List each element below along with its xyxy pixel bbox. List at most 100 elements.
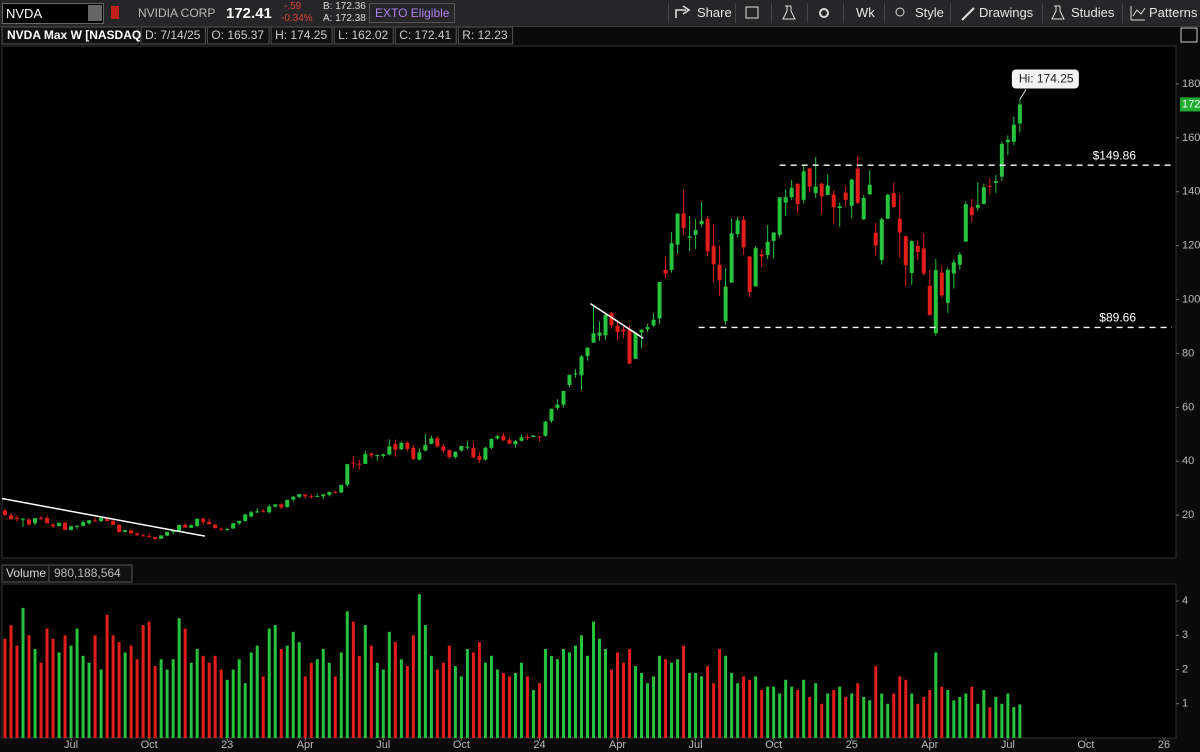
y-tick-label: 3 [1182,629,1188,641]
badge[interactable]: EXTO Eligible [369,3,456,23]
candle-body [837,206,842,208]
volume-bar [814,683,818,738]
volume-bar [285,645,289,738]
volume-bar [676,659,680,738]
volume-bar [531,690,535,738]
volume-bar [760,690,764,738]
candle-body [219,528,224,530]
candle-body [927,285,932,315]
candle-body [255,511,260,513]
icon-button[interactable] [771,3,808,23]
volume-bar [604,648,608,738]
volume-bar [736,683,740,738]
candle-body [717,264,722,280]
volume-bar [958,696,962,738]
volume-bar [429,655,433,738]
volume-bar [495,669,499,738]
volume-bar [3,638,7,738]
volume-bar [772,686,776,738]
candle-body [423,445,428,451]
volume-bar [447,645,451,738]
candle-body [855,168,860,203]
candle-body [267,506,272,513]
volume-bar [63,635,67,738]
candle-body [669,243,674,270]
patterns-button[interactable]: Patterns [1122,3,1197,23]
candle-body [993,181,998,183]
candle-body [297,494,302,497]
candle-body [111,521,116,525]
candle-body [843,192,848,200]
volume-bar [159,659,163,738]
expand-icon[interactable] [1180,27,1198,43]
volume-bar [39,662,43,738]
stat: R: 12.23 [462,28,508,42]
volume-bar [706,666,710,738]
y-tick-label: 180 [1182,78,1200,90]
y-tick-label: 100 [1182,293,1200,305]
volume-bar [940,686,944,738]
candle-body [933,270,938,334]
high-pointer [1019,89,1027,100]
candle-body [819,183,824,197]
stat-box [394,26,457,45]
volume-bar [171,659,175,738]
candle-body [291,496,296,500]
icon-button[interactable] [807,3,844,23]
candle-body [15,517,20,519]
volume-bar [123,652,127,738]
volume-bar [369,645,373,738]
candle-body [741,219,746,248]
volume-bar [225,679,229,738]
stat: D: 7/14/25 [145,28,201,42]
candle-body [633,332,638,359]
volume-bar [820,703,824,738]
symbol[interactable]: NVDA [6,6,43,21]
candle-body [1011,124,1016,142]
style-button[interactable]: Style [884,3,944,23]
volume-bar [784,679,788,738]
volume-bar [501,672,505,738]
volume-bar [1012,707,1016,738]
volume-bar [189,662,193,738]
studies-button[interactable]: Studies [1042,3,1114,23]
volume-bar [988,707,992,738]
candle-body [495,436,500,439]
candle-body [639,329,644,333]
volume-bar [9,625,13,738]
candle-body [975,204,980,208]
volume-bar [616,652,620,738]
level-label: $149.86 [1093,148,1137,162]
volume-bar [700,676,704,738]
candle-body [51,524,56,527]
volume-bar [694,672,698,738]
drawings-button[interactable]: Drawings [950,3,1033,23]
level-label: $89.66 [1099,311,1136,325]
symbol-input[interactable] [2,3,104,24]
candle-body [981,187,986,204]
candle-body [9,515,14,520]
alert-icon[interactable] [111,6,119,19]
volume-bar [682,645,686,738]
volume-bar [646,683,650,738]
volume-bar [57,652,61,738]
volume-bar [525,676,529,738]
candle-body [27,519,32,525]
candle-body [375,455,380,457]
candle-body [591,333,596,343]
volume-bar [826,693,830,738]
stat: L: 162.02 [338,28,388,42]
candle-body [165,531,170,536]
dropdown[interactable] [88,5,102,21]
period-button[interactable]: Wk [843,3,882,23]
volume-bar [237,659,241,738]
icon-button[interactable] [735,3,772,23]
candle-body [453,451,458,457]
volume-bar [916,703,920,738]
volume-bar [868,700,872,738]
candle-body [783,197,788,203]
candle-body [417,452,422,460]
candle-body [543,421,548,436]
volume-bar [640,672,644,738]
share-button[interactable]: Share [668,3,732,23]
